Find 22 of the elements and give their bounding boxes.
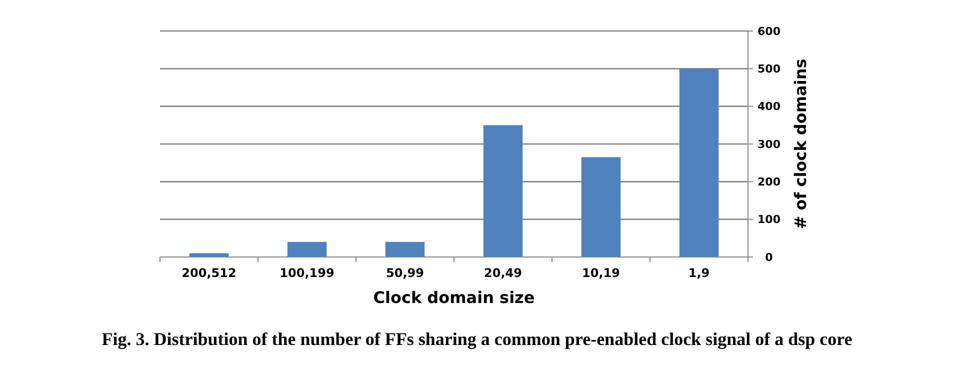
y-tick-label: 0: [765, 250, 774, 264]
caption: Fig. 3. Distribution of the number of FFs sharing a common pre-enabled clock signal of a dsp core: [102, 329, 852, 349]
x-tick-label: 20,49: [484, 266, 522, 280]
x-axis-title: Clock domain size: [373, 288, 535, 307]
x-tick-label: 1,9: [688, 266, 710, 280]
y-tick-label: 500: [758, 62, 781, 76]
y-tick-label: 400: [758, 100, 781, 114]
y-tick-label: 100: [758, 213, 781, 226]
bar: [581, 157, 621, 257]
y-axis-title: # of clock domains: [791, 58, 810, 230]
bar: [483, 125, 523, 257]
bar: [679, 68, 719, 257]
y-tick-label: 200: [758, 176, 781, 189]
x-tick-label: 200,512: [182, 266, 236, 280]
bar: [287, 242, 327, 257]
x-tick-label: 50,99: [386, 266, 424, 280]
x-tick-label: 100,199: [280, 266, 334, 280]
bar: [189, 253, 229, 257]
bar: [385, 242, 425, 257]
y-tick-label: 600: [758, 24, 781, 38]
x-tick-label: 10,19: [582, 266, 620, 280]
y-tick-label: 300: [758, 138, 781, 151]
